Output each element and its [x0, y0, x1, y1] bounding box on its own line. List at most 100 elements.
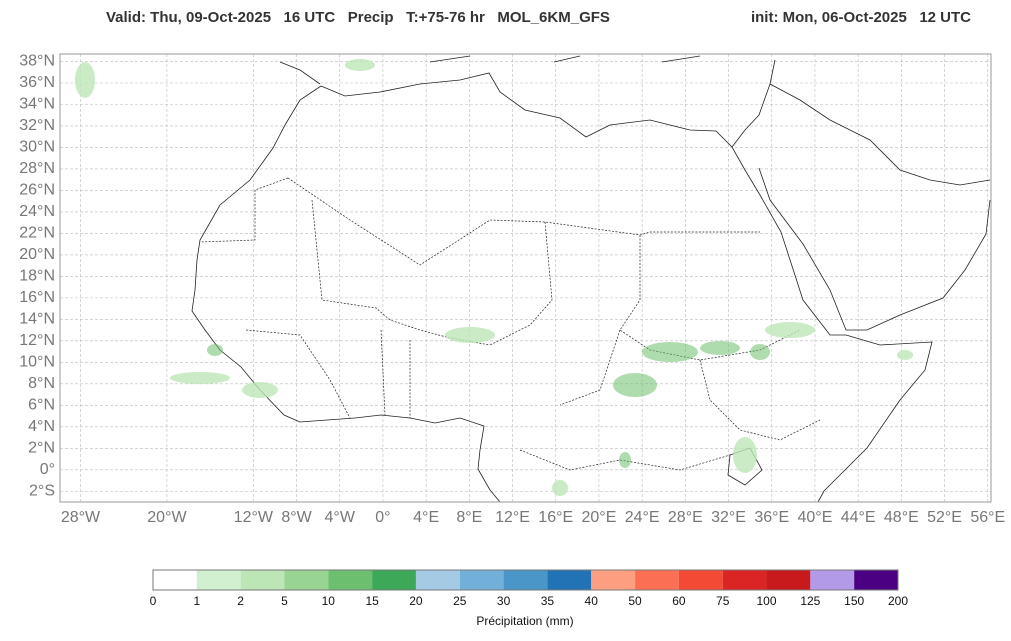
precip-area [700, 341, 740, 355]
lat-tick-label: 38°N [19, 53, 55, 70]
lon-tick-label: 4°E [413, 509, 439, 526]
lon-tick-label: 56°E [970, 509, 1005, 526]
lon-tick-label: 12°E [495, 509, 530, 526]
coastline [279, 55, 991, 331]
lon-tick-label: 28°E [668, 509, 703, 526]
colorbar-tick-label: 35 [541, 594, 555, 608]
colorbar-tick-label: 30 [497, 594, 511, 608]
colorbar-tick-label: 50 [628, 594, 642, 608]
precip-area [552, 480, 568, 496]
colorbar-tick-label: 40 [585, 594, 599, 608]
colorbar-tick-label: 20 [409, 594, 423, 608]
precipitation [75, 59, 913, 496]
colorbar-tick-label: 5 [281, 594, 288, 608]
colorbar-segment [240, 570, 285, 590]
precip-area [619, 452, 631, 468]
lon-tick-label: 16°E [538, 509, 573, 526]
lat-tick-label: 16°N [19, 289, 55, 306]
lat-tick-label: 28°N [19, 160, 55, 177]
lat-tick-label: 18°N [19, 268, 55, 285]
lat-tick-label: 24°N [19, 203, 55, 220]
colorbar-tick-label: 75 [716, 594, 730, 608]
lat-tick-label: 20°N [19, 246, 55, 263]
lon-tick-label: 28°W [61, 509, 101, 526]
colorbar-segment [722, 570, 767, 590]
lat-tick-label: 30°N [19, 139, 55, 156]
lon-tick-label: 20°E [582, 509, 617, 526]
lon-tick-label: 8°W [281, 509, 312, 526]
colorbar-tick-label: 0 [150, 594, 157, 608]
precip-area [765, 322, 815, 338]
colorbar-segment [415, 570, 460, 590]
lat-tick-label: 2°N [28, 440, 55, 457]
colorbar-tick-label: 25 [453, 594, 467, 608]
colorbar-frame [152, 569, 899, 591]
lon-tick-label: 8°E [456, 509, 482, 526]
precip-area [733, 437, 757, 473]
lon-tick-label: 36°E [754, 509, 789, 526]
colorbar-segment [459, 570, 504, 590]
lon-tick-label: 52°E [927, 509, 962, 526]
lat-tick-label: 26°N [19, 182, 55, 199]
colorbar-segment [372, 570, 416, 590]
lat-tick-label: 22°N [19, 225, 55, 242]
lat-tick-label: 12°N [19, 332, 55, 349]
colorbar-segment [678, 570, 723, 590]
precip-area [75, 62, 95, 98]
precip-area [207, 344, 223, 356]
map-frame [59, 53, 992, 503]
title-left: Valid: Thu, 09-Oct-2025 16 UTC Precip T:… [106, 9, 610, 26]
precip-area [242, 382, 278, 398]
colorbar-tick-label: 100 [757, 594, 777, 608]
colorbar-tick-label: 60 [672, 594, 686, 608]
lat-tick-label: 14°N [19, 311, 55, 328]
colorbar-segment [635, 570, 679, 590]
precip-area [642, 342, 698, 362]
coastline [191, 85, 501, 503]
geography [191, 55, 991, 503]
precip-area [897, 350, 913, 360]
lat-tick-label: 36°N [19, 74, 55, 91]
colorbar-segment [196, 570, 241, 590]
lat-tick-label: 10°N [19, 354, 55, 371]
lon-tick-label: 40°E [798, 509, 833, 526]
lat-tick-label: 8°N [28, 375, 55, 392]
lon-tick-label: 44°E [841, 509, 876, 526]
colorbar-segment [766, 570, 811, 590]
colorbar-tick-label: 15 [365, 594, 379, 608]
colorbar-tick-label: 2 [237, 594, 244, 608]
coastline [320, 72, 933, 503]
colorbar-segment [284, 570, 329, 590]
colorbar-label: Précipitation (mm) [476, 614, 573, 628]
lon-tick-label: 20°W [147, 509, 187, 526]
precip-area [445, 327, 495, 343]
colorbar-segment [547, 570, 592, 590]
lon-tick-label: 32°E [711, 509, 746, 526]
lon-tick-label: 4°W [325, 509, 356, 526]
lon-tick-label: 12°W [234, 509, 274, 526]
lon-tick-label: 24°E [625, 509, 660, 526]
lat-tick-label: 32°N [19, 117, 55, 134]
colorbar-segment [153, 570, 197, 590]
title-right: init: Mon, 06-Oct-2025 12 UTC [751, 9, 971, 26]
colorbar-tick-label: 10 [322, 594, 336, 608]
lon-tick-label: 48°E [884, 509, 919, 526]
precip-area [750, 344, 770, 360]
precip-area [613, 373, 657, 397]
colorbar-tick-label: 200 [888, 594, 908, 608]
colorbar-tick-label: 125 [800, 594, 820, 608]
colorbar-segment [810, 570, 855, 590]
border [199, 177, 821, 471]
colorbar-segment [591, 570, 636, 590]
lat-tick-label: 34°N [19, 96, 55, 113]
colorbar-segment [854, 570, 898, 590]
precip-area [345, 59, 375, 71]
lon-tick-label: 0° [375, 509, 390, 526]
colorbar-tick-label: 1 [193, 594, 200, 608]
lat-tick-label: 2°S [29, 482, 55, 499]
lat-tick-label: 4°N [28, 418, 55, 435]
colorbar-segment [328, 570, 373, 590]
lat-tick-label: 6°N [28, 397, 55, 414]
